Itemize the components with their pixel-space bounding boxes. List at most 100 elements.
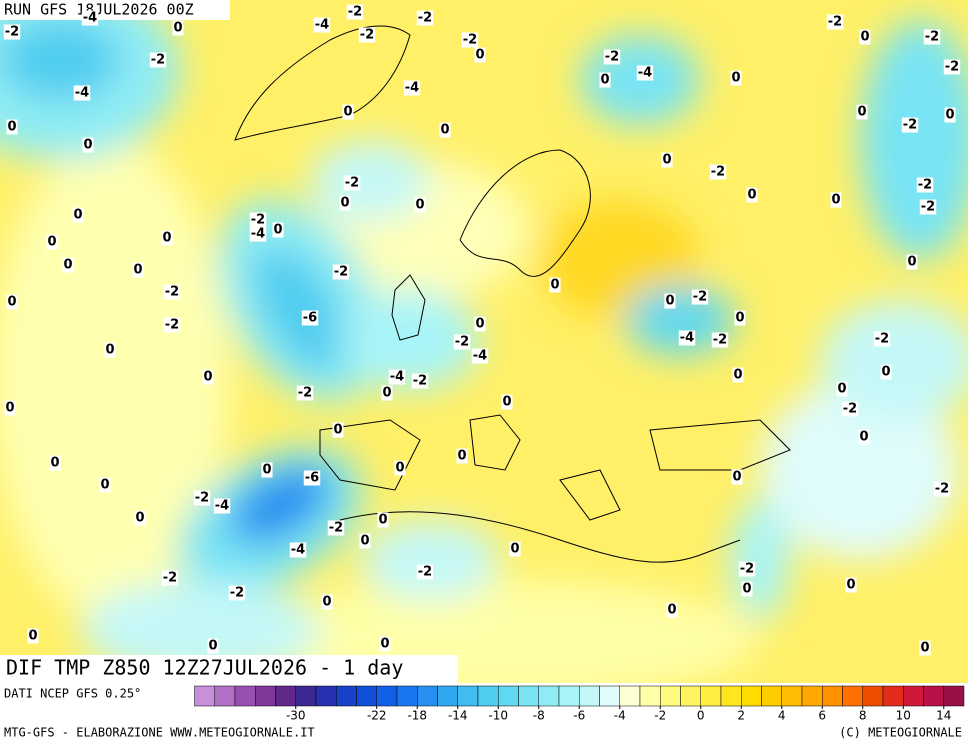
contour-value: -4 xyxy=(83,11,97,26)
colorbar-swatch xyxy=(761,685,782,707)
contour-label: -2 xyxy=(923,29,941,45)
colorbar: -30-22-18-14-10-8-6-4-2024681014182230 xyxy=(194,685,965,723)
contour-label: 0 xyxy=(49,455,61,471)
contour-value: -2 xyxy=(903,118,917,133)
label-bg xyxy=(27,628,39,644)
label-bg xyxy=(172,20,184,36)
label-bg xyxy=(381,385,393,401)
contour-label: 0 xyxy=(836,381,848,397)
label-bg xyxy=(49,455,61,471)
colorbar-swatch xyxy=(741,685,762,707)
label-bg xyxy=(6,294,18,310)
contour-value: 0 xyxy=(360,534,369,549)
contour-value: 0 xyxy=(667,603,676,618)
colorbar-swatch xyxy=(882,685,904,707)
label-bg xyxy=(414,197,426,213)
colorbar-tick-label: -30 xyxy=(286,709,306,723)
label-bg xyxy=(456,448,468,464)
contour-label: 0 xyxy=(332,422,344,438)
contour-label: -2 xyxy=(919,199,937,215)
colorbar-swatch xyxy=(538,685,560,707)
contour-value: 0 xyxy=(343,105,352,120)
colorbar-swatch xyxy=(376,685,398,707)
colorbar-swatch xyxy=(781,685,803,707)
contour-value: 0 xyxy=(273,223,282,238)
contour-label: 0 xyxy=(72,207,84,223)
label-bg xyxy=(933,481,951,497)
label-bg xyxy=(411,373,429,389)
contour-label: -4 xyxy=(249,226,267,242)
colorbar-tick-label: 8 xyxy=(859,709,867,723)
contour-label: -2 xyxy=(461,32,479,48)
label-bg xyxy=(416,10,434,26)
colorbar-tick-label: -2 xyxy=(654,709,666,723)
contour-label: 0 xyxy=(202,369,214,385)
contour-label: -4 xyxy=(403,80,421,96)
contour-value: -2 xyxy=(463,33,477,48)
colorbar-swatch xyxy=(234,685,256,707)
contour-value: -2 xyxy=(843,402,857,417)
contour-value: 0 xyxy=(382,386,391,401)
label-bg xyxy=(6,119,18,135)
contour-label: 0 xyxy=(207,638,219,654)
label-bg xyxy=(858,429,870,445)
label-bg xyxy=(4,400,16,416)
contour-label: 0 xyxy=(339,195,351,211)
label-bg xyxy=(342,104,354,120)
contour-label: -4 xyxy=(289,542,307,558)
contour-label: -4 xyxy=(471,348,489,364)
label-bg xyxy=(836,381,848,397)
contour-label: 0 xyxy=(906,254,918,270)
label-bg xyxy=(202,369,214,385)
contour-value: -2 xyxy=(921,200,935,215)
label-bg xyxy=(845,577,857,593)
label-bg xyxy=(731,469,743,485)
contour-value: 0 xyxy=(50,456,59,471)
contour-value: 0 xyxy=(920,641,929,656)
contour-label: -2 xyxy=(916,177,934,193)
colorbar-swatch xyxy=(275,685,296,707)
contour-value: 0 xyxy=(28,629,37,644)
colorbar-swatch xyxy=(295,685,317,707)
contour-value: 0 xyxy=(732,470,741,485)
label-bg xyxy=(289,542,307,558)
label-bg xyxy=(377,512,389,528)
colorbar-tick-label: -18 xyxy=(407,709,427,723)
label-bg xyxy=(901,117,919,133)
contour-value: 0 xyxy=(7,120,16,135)
colorbar-tick-label: 0 xyxy=(697,709,705,723)
colorbar-swatch xyxy=(437,685,458,707)
label-bg xyxy=(746,187,758,203)
contour-value: -2 xyxy=(151,53,165,68)
label-bg xyxy=(313,17,331,33)
contour-label: -2 xyxy=(332,264,350,280)
label-bg xyxy=(339,195,351,211)
colorbar-swatch xyxy=(396,685,418,707)
label-bg xyxy=(346,4,364,20)
contour-value: -4 xyxy=(405,81,419,96)
contour-value: 0 xyxy=(665,294,674,309)
contour-label: 0 xyxy=(880,364,892,380)
contour-label: 0 xyxy=(46,234,58,250)
label-bg xyxy=(691,289,709,305)
contour-value: 0 xyxy=(747,188,756,203)
label-bg xyxy=(321,594,333,610)
colorbar-tick-label: 14 xyxy=(936,709,951,723)
label-bg xyxy=(301,310,319,326)
label-bg xyxy=(249,226,267,242)
label-bg xyxy=(664,293,676,309)
label-bg xyxy=(474,47,486,63)
label-bg xyxy=(666,602,678,618)
label-bg xyxy=(880,364,892,380)
label-bg xyxy=(474,316,486,332)
contour-label: 0 xyxy=(501,394,513,410)
colorbar-swatch xyxy=(720,685,742,707)
contour-value: 0 xyxy=(831,193,840,208)
contour-label: 0 xyxy=(261,462,273,478)
data-source: DATI NCEP GFS 0.25° xyxy=(4,687,141,701)
contour-label: 0 xyxy=(272,222,284,238)
contour-label: -2 xyxy=(873,331,891,347)
label-bg xyxy=(261,462,273,478)
label-bg xyxy=(738,561,756,577)
